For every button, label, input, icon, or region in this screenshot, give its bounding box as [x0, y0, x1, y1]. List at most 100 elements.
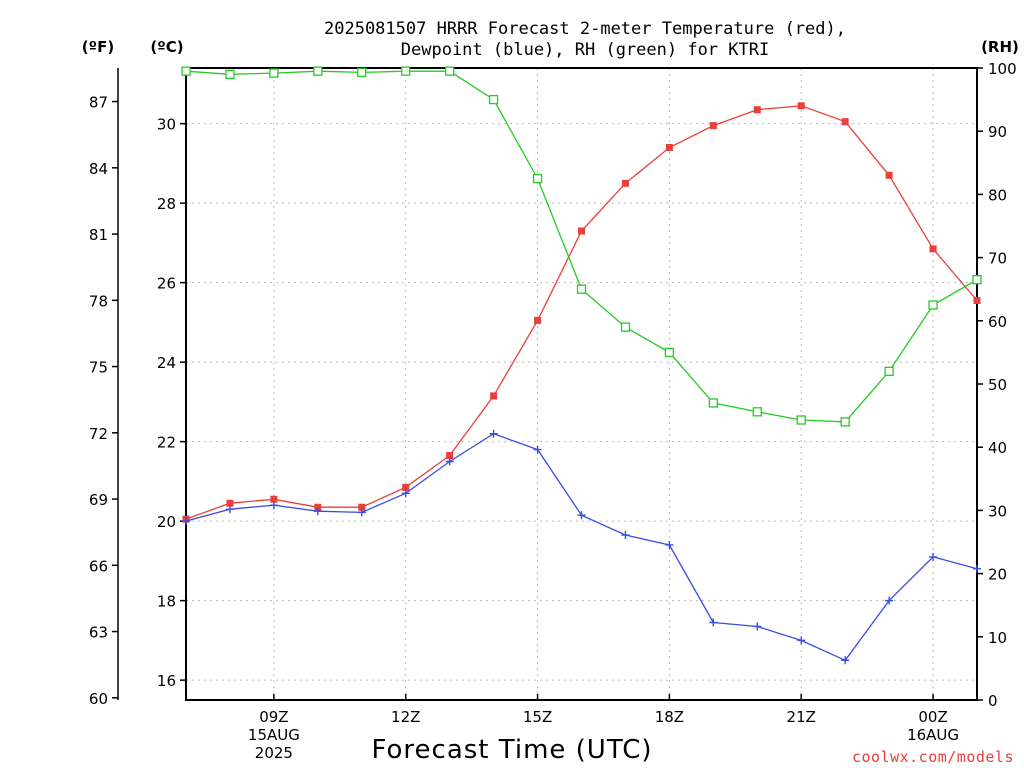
rh-point — [401, 66, 411, 76]
dewpoint-point — [753, 622, 762, 631]
x-axis-label: Forecast Time (UTC) — [371, 735, 652, 765]
rh-point — [445, 66, 455, 76]
dewpoint-point — [313, 507, 322, 516]
temperature-point — [929, 245, 937, 253]
rh-point — [313, 66, 323, 76]
fahrenheit-tick-label: 84 — [89, 160, 108, 178]
temperature-point — [402, 483, 410, 491]
celsius-tick-label: 24 — [157, 354, 176, 372]
dewpoint-point — [665, 540, 674, 549]
rh-point — [972, 275, 982, 285]
series-temperature — [182, 102, 981, 523]
temperature-point — [534, 316, 542, 324]
fahrenheit-tick-label: 78 — [89, 292, 108, 310]
rh-point — [796, 415, 806, 425]
rh-tick-label: 90 — [988, 123, 1007, 141]
rh-point — [269, 68, 279, 78]
fahrenheit-tick-label: 60 — [89, 690, 108, 708]
dewpoint-point — [621, 531, 630, 540]
series-rh — [181, 66, 982, 427]
tick-labels: 16 18 20 22 24 26 28 30 60 63 66 69 72 75 78 81 84 87 0 10 2… — [89, 60, 1017, 762]
rh-point — [928, 300, 938, 310]
rh-point — [488, 94, 499, 105]
axes — [112, 67, 983, 701]
celsius-tick-label: 20 — [157, 513, 176, 531]
fahrenheit-unit-label: (ºF) — [82, 38, 114, 56]
temperature-point — [753, 106, 761, 114]
temperature-point — [446, 452, 454, 460]
rh-tick-label: 0 — [988, 692, 998, 710]
time-tick-label: 12Z — [391, 708, 420, 726]
fahrenheit-tick-label: 63 — [89, 624, 108, 642]
time-tick-label: 16AUG — [907, 726, 959, 744]
temperature-point — [358, 503, 366, 511]
chart-title-line1: 2025081507 HRRR Forecast 2-meter Tempera… — [324, 19, 846, 39]
temperature-point — [973, 297, 981, 305]
rh-point — [181, 66, 191, 76]
time-tick-label: 21Z — [787, 708, 816, 726]
rh-point — [884, 366, 894, 377]
temperature-point — [709, 122, 717, 130]
fahrenheit-tick-label: 72 — [89, 425, 108, 443]
dewpoint-point — [445, 457, 454, 466]
temperature-point — [797, 102, 805, 110]
rh-tick-label: 100 — [988, 60, 1017, 78]
celsius-tick-label: 26 — [157, 275, 176, 293]
celsius-tick-label: 16 — [157, 672, 176, 690]
temperature-point — [621, 179, 629, 187]
temperature-point — [226, 499, 234, 507]
temperature-point — [270, 495, 278, 503]
rh-tick-label: 70 — [988, 250, 1007, 268]
rh-tick-label: 10 — [988, 629, 1007, 647]
dewpoint-point — [709, 618, 718, 627]
dewpoint-point — [489, 429, 498, 438]
dewpoint-point — [973, 564, 981, 573]
credit-link[interactable]: coolwx.com/models — [852, 748, 1014, 766]
dewpoint-point — [269, 501, 278, 510]
series-dewpoint — [182, 429, 981, 665]
rh-tick-label: 80 — [988, 186, 1007, 204]
celsius-unit-label: (ºC) — [150, 38, 183, 56]
rh-tick-label: 40 — [988, 439, 1007, 457]
fahrenheit-tick-label: 66 — [89, 557, 108, 575]
temperature-point — [665, 143, 673, 151]
series-line-dewpoint — [185, 432, 978, 662]
rh-point — [576, 284, 587, 294]
celsius-tick-label: 18 — [157, 593, 176, 611]
time-tick-label: 09Z — [259, 708, 288, 726]
fahrenheit-tick-label: 75 — [89, 359, 108, 377]
rh-point — [225, 69, 235, 79]
rh-unit-label: (RH) — [981, 38, 1019, 56]
grid-lines — [186, 68, 977, 700]
rh-point — [840, 417, 850, 427]
time-tick-label: 15Z — [523, 708, 552, 726]
time-tick-label: 00Z — [918, 708, 947, 726]
rh-tick-label: 20 — [988, 566, 1007, 584]
fahrenheit-tick-label: 87 — [89, 94, 108, 112]
celsius-tick-label: 28 — [157, 195, 176, 213]
fahrenheit-tick-label: 81 — [89, 226, 108, 244]
rh-tick-label: 30 — [988, 502, 1007, 520]
temperature-point — [490, 392, 498, 400]
dewpoint-point — [929, 552, 938, 561]
rh-point — [532, 173, 543, 184]
series-line-temperature — [185, 105, 978, 520]
dewpoint-point — [841, 656, 850, 665]
plot-frame — [185, 67, 978, 701]
dewpoint-point — [225, 505, 234, 514]
rh-point — [357, 67, 367, 78]
temperature-point — [885, 171, 893, 179]
time-tick-label: 15AUG — [248, 726, 300, 744]
rh-tick-label: 60 — [988, 313, 1007, 331]
dewpoint-point — [885, 596, 894, 605]
time-tick-label: 2025 — [255, 744, 293, 762]
rh-point — [752, 407, 762, 417]
rh-point — [664, 347, 675, 358]
fahrenheit-tick-label: 69 — [89, 491, 108, 509]
dewpoint-point — [533, 445, 542, 454]
dewpoint-point — [182, 517, 190, 526]
dewpoint-point — [797, 636, 806, 645]
chart-title-line2: Dewpoint (blue), RH (green) for KTRI — [401, 40, 769, 60]
dewpoint-point — [357, 508, 366, 517]
